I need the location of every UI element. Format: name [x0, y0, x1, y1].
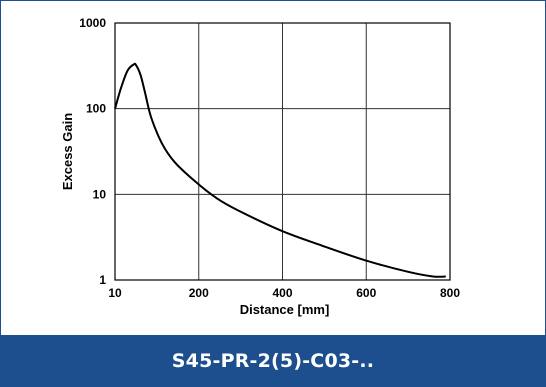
x-tick-label: 200 [189, 286, 209, 300]
y-tick-label: 1 [99, 273, 106, 287]
x-tick-label: 800 [440, 286, 460, 300]
x-tick-label: 400 [272, 286, 292, 300]
x-tick-label: 600 [356, 286, 376, 300]
y-tick-label: 100 [86, 102, 106, 116]
model-banner: S45-PR-2(5)-C03-.. [1, 335, 545, 386]
excess-gain-curve [114, 62, 446, 278]
x-axis-label: Distance [mm] [240, 302, 330, 317]
chart-area: 10 200 400 600 800 1 10 100 1000 Distance [mm] Exc… [1, 1, 545, 335]
y-axis-label: Excess Gain [60, 113, 75, 190]
x-tick-label: 10 [108, 286, 122, 300]
y-tick-label: 1000 [79, 16, 106, 30]
plot-border [114, 22, 451, 281]
y-tick-label: 10 [93, 187, 107, 201]
model-name: S45-PR-2(5)-C03-.. [171, 349, 375, 372]
